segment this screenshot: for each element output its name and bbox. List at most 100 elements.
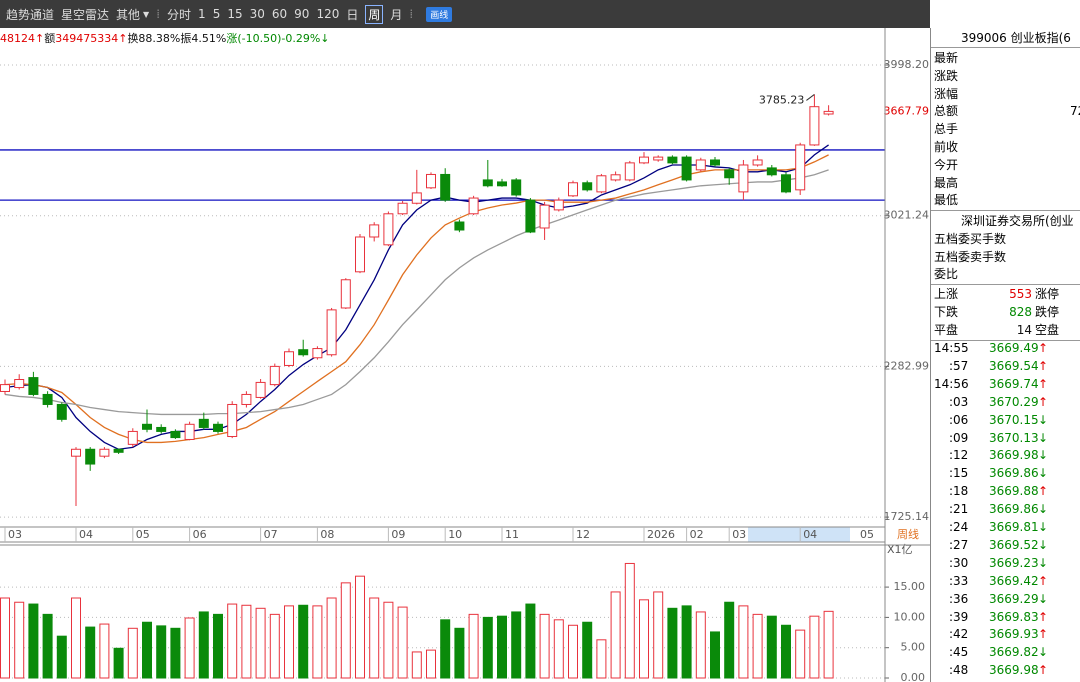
tick-time: :06 (949, 412, 969, 427)
period-tab[interactable]: 月 (390, 7, 403, 22)
y-tick-label: 2282.99 (884, 359, 930, 372)
x-tick-label: 10 (448, 528, 462, 541)
candle-body (142, 423, 152, 430)
candle-body (525, 199, 536, 233)
candle-body (184, 423, 195, 440)
volume-bar (0, 597, 10, 679)
info-segment: 换88.38% (127, 32, 181, 45)
candle-body (681, 156, 692, 181)
candle-body (752, 159, 763, 166)
volume-bar (610, 591, 621, 679)
candle-body (340, 279, 351, 309)
tick-time: :30 (949, 555, 969, 570)
y-tick-label: 0.00 (901, 671, 926, 682)
tick-arrow: ↑ (1038, 663, 1049, 678)
period-tab[interactable]: 15 (227, 7, 243, 21)
x-tick-label: 04 (803, 528, 817, 541)
period-tab[interactable]: 60 (271, 7, 288, 21)
volume-bar (142, 621, 152, 679)
menu-item[interactable]: 其他 (116, 7, 141, 22)
tick-price: 3669.86 (989, 466, 1039, 481)
period-tab[interactable]: 周 (365, 4, 384, 24)
volume-bar (454, 627, 465, 679)
candle-body (823, 110, 834, 115)
candle-body (482, 179, 493, 187)
tick-time: :24 (949, 520, 969, 534)
candle-body (497, 181, 507, 187)
draw-button[interactable]: 画线 (426, 6, 453, 22)
volume-bar (56, 635, 67, 679)
tick-time: :33 (949, 573, 969, 588)
volume-bar (326, 597, 337, 679)
separator (931, 210, 1080, 211)
tick-arrow: ↓ (1038, 502, 1049, 517)
quote-label: 总手 (934, 122, 959, 137)
panel-row: 最低 (934, 191, 958, 209)
volume-bar (340, 582, 351, 679)
volume-bar (766, 615, 777, 679)
volume-bar (369, 597, 380, 679)
tick-time: :48 (949, 663, 969, 678)
volume-bar (397, 606, 408, 679)
tick-arrow: ↑ (1038, 358, 1049, 373)
tick-price: 3669.81 (989, 520, 1039, 534)
candle-body (56, 403, 67, 420)
y-tick-label: 3021.24 (884, 209, 930, 222)
separator (931, 284, 1080, 285)
candle-body (369, 224, 380, 238)
period-tab[interactable]: 1 (198, 7, 206, 21)
breadth-count: 14 (1016, 323, 1032, 337)
tick-price: 3669.83 (989, 609, 1039, 624)
toolbar: 趋势通道 星空雷达 其他 ▼ ⁞ 分时 1 5 15 30 60 90 120 日周月 ⁞ 画线 (0, 0, 930, 28)
y-tick-label: 10.00 (894, 610, 926, 623)
tick-time: :39 (949, 609, 969, 624)
separator: ⁞ (409, 7, 414, 21)
quote-label: 最新 (934, 51, 959, 65)
panel-row: 最高 (934, 174, 958, 192)
volume-bar (255, 607, 266, 679)
volume-bar (383, 601, 394, 679)
candle-body (624, 162, 635, 181)
menu-item[interactable]: 星空雷达 (61, 7, 110, 22)
candle-body (397, 202, 408, 215)
tick-price: 3669.23 (989, 555, 1039, 570)
candle-body (639, 156, 649, 164)
period-tab[interactable]: 分时 (167, 7, 192, 22)
candle-body (42, 393, 53, 405)
period-tab[interactable]: 120 (316, 7, 340, 21)
period-tab[interactable]: 90 (294, 7, 310, 21)
volume-bar (482, 616, 493, 679)
volume-bar (781, 624, 791, 679)
volume-bar (795, 629, 806, 679)
tick-arrow: ↓ (1038, 466, 1049, 481)
tick-time: :03 (949, 394, 969, 409)
candle-body (582, 182, 593, 191)
volume-bar (213, 613, 223, 679)
volume-bar (624, 562, 635, 679)
tick-price: 3669.42 (989, 573, 1039, 588)
breadth-label: 下跌 (934, 305, 959, 319)
tick-price: 3669.52 (989, 537, 1039, 552)
tick-arrow: ↑ (1038, 394, 1049, 409)
candle-body (383, 213, 394, 246)
tick-time: :18 (949, 484, 969, 499)
quote-label: 涨跌 (934, 68, 959, 83)
tick-time: :15 (949, 466, 969, 481)
period-tab[interactable]: 30 (249, 7, 265, 21)
tick-time: 14:56 (934, 376, 969, 391)
tick-price: 3669.49 (989, 341, 1039, 355)
candle-body (298, 349, 309, 356)
panel-row: 涨幅 (934, 85, 958, 103)
volume-bar (568, 624, 578, 679)
volume-bar (724, 601, 735, 679)
panel-row: 399006 创业板指(6 (961, 29, 1071, 47)
candle-body (127, 430, 138, 445)
menu-item[interactable]: 趋势通道 (6, 7, 55, 22)
info-segment: 振4.51% (180, 32, 227, 45)
period-tab[interactable]: 5 (212, 7, 221, 21)
period-tab[interactable]: 日 (346, 7, 359, 22)
volume-bar (468, 613, 479, 679)
panel-row: 总手 (934, 120, 958, 138)
